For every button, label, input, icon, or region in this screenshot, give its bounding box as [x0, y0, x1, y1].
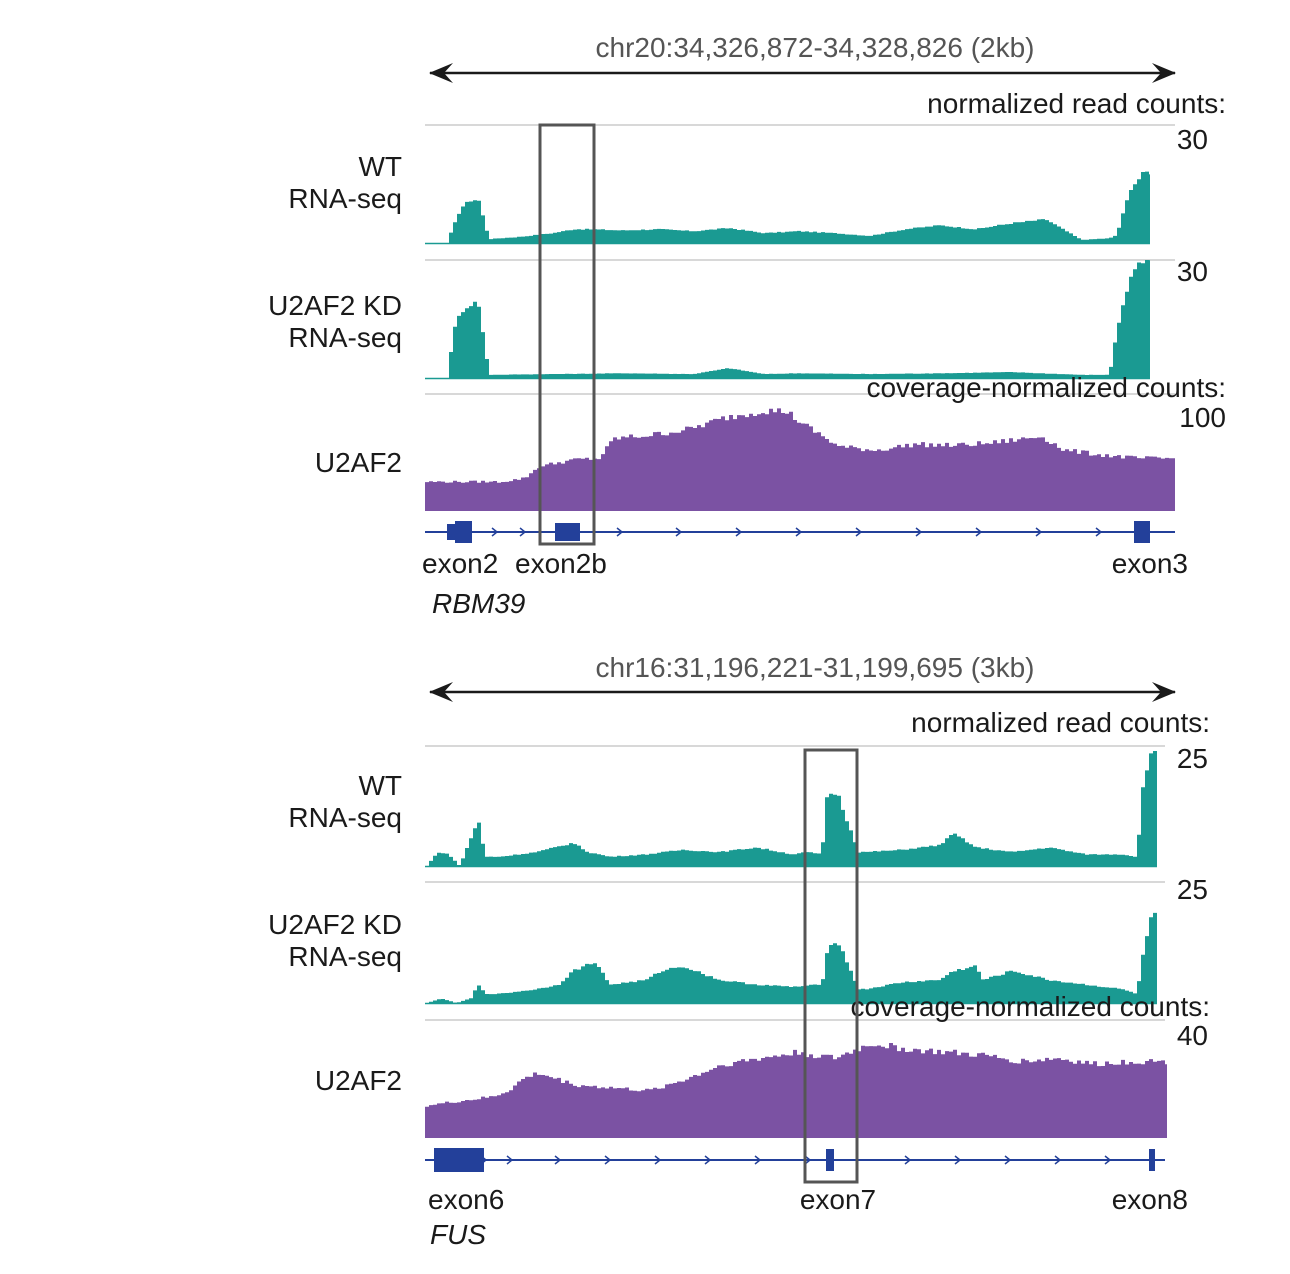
track-kd-rnaseq: U2AF2 KD RNA-seq 25	[268, 874, 1208, 1005]
track-wt-rnaseq: WT RNA-seq 25	[288, 743, 1208, 868]
coverage-area-wt	[445, 171, 1150, 243]
track-ymax-label: 25	[1177, 874, 1208, 905]
clip-axis-label: coverage-normalized counts:	[866, 372, 1226, 403]
coverage-area-u2af2	[425, 408, 1175, 511]
track-kd-rnaseq: U2AF2 KD RNA-seq 30	[268, 256, 1208, 380]
coverage-area-wt	[425, 751, 1157, 866]
gene-model-rbm39: exon2 exon2b exon3 RBM39	[422, 521, 1188, 619]
track-wt-rnaseq: WT RNA-seq 30	[288, 124, 1208, 245]
track-label-line-2: RNA-seq	[288, 941, 402, 972]
track-ymax-label: 100	[1179, 402, 1226, 433]
clip-axis-label: coverage-normalized counts:	[850, 991, 1210, 1022]
exon2b-block	[555, 523, 580, 541]
highlight-box-exon7	[803, 748, 859, 1184]
exon6-block	[434, 1148, 484, 1172]
gene-name: RBM39	[432, 588, 525, 619]
strand-arrows	[480, 1155, 1112, 1165]
track-label-line-2: RNA-seq	[288, 322, 402, 353]
panel-fus: chr16:31,196,221-31,199,695 (3kb) normal…	[268, 652, 1210, 1250]
highlight-box-exon2b	[538, 123, 596, 546]
exon8-block	[1149, 1149, 1155, 1171]
track-u2af2: U2AF2 coverage-normalized counts: 100	[315, 372, 1226, 511]
track-label-line-2: RNA-seq	[288, 802, 402, 833]
exon-label-exon6: exon6	[428, 1184, 504, 1215]
exon-label-exon7: exon7	[800, 1184, 876, 1215]
gene-name: FUS	[430, 1219, 486, 1250]
exon2-block	[447, 524, 455, 540]
rna-axis-label: normalized read counts:	[927, 88, 1226, 119]
exon7-block	[826, 1149, 834, 1171]
exon-label-exon3: exon3	[1112, 548, 1188, 579]
coverage-area-kd	[445, 260, 1150, 378]
exon-label-exon8: exon8	[1112, 1184, 1188, 1215]
track-label: U2AF2	[315, 1065, 402, 1096]
exon3-block	[1134, 521, 1150, 543]
track-label-line-1: WT	[358, 770, 402, 801]
track-ymax-label: 30	[1177, 124, 1208, 155]
track-u2af2: U2AF2 coverage-normalized counts: 40	[315, 991, 1210, 1138]
coverage-area-u2af2	[425, 1043, 1167, 1138]
region-label: chr20:34,326,872-34,328,826 (2kb)	[596, 32, 1035, 63]
rna-axis-label: normalized read counts:	[911, 707, 1210, 738]
track-label-line-2: RNA-seq	[288, 183, 402, 214]
region-label: chr16:31,196,221-31,199,695 (3kb)	[596, 652, 1035, 683]
strand-arrows	[491, 527, 1103, 537]
exon-label-exon2: exon2	[422, 548, 498, 579]
track-ymax-label: 30	[1177, 256, 1208, 287]
track-label-line-1: U2AF2 KD	[268, 290, 402, 321]
gene-model-fus: exon6 exon7 exon8 FUS	[425, 1148, 1188, 1250]
track-ymax-label: 25	[1177, 743, 1208, 774]
exon-label-exon2b: exon2b	[515, 548, 607, 579]
coverage-area-kd	[425, 912, 1157, 1003]
exon2-block-thick	[455, 521, 472, 543]
panel-rbm39: chr20:34,326,872-34,328,826 (2kb) normal…	[268, 32, 1226, 619]
track-ymax-label: 40	[1177, 1020, 1208, 1051]
track-label-line-1: U2AF2 KD	[268, 909, 402, 940]
track-label-line-1: WT	[358, 151, 402, 182]
track-label: U2AF2	[315, 447, 402, 478]
